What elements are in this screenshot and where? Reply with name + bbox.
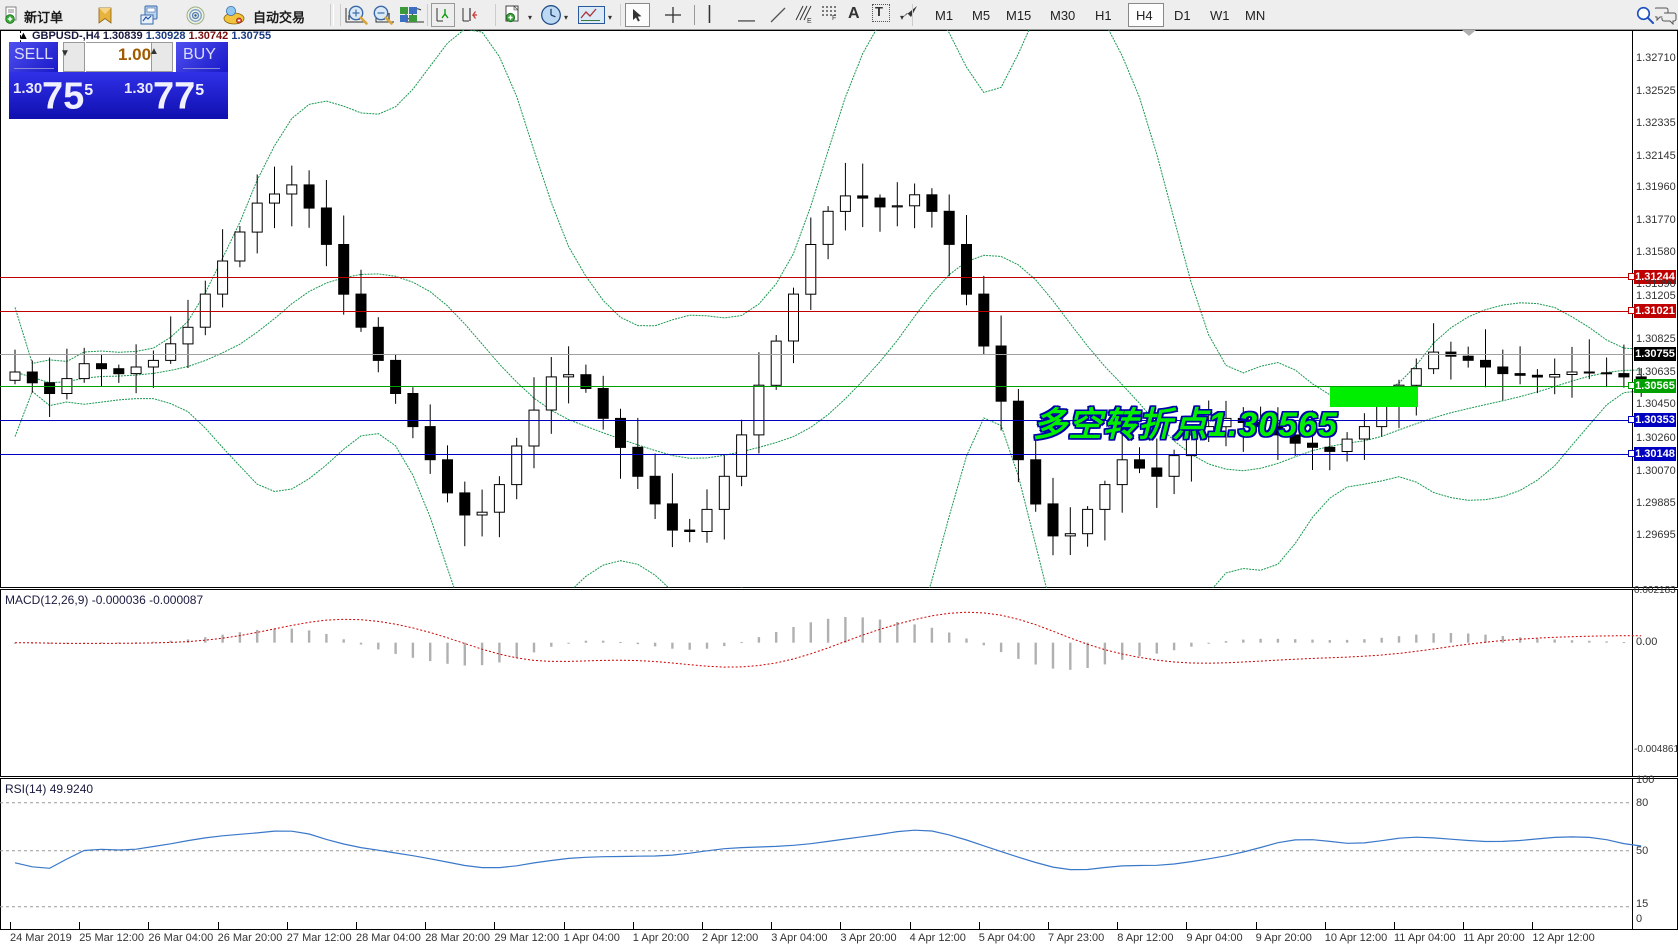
- svg-text:F: F: [832, 15, 836, 20]
- svg-text:E: E: [807, 18, 812, 24]
